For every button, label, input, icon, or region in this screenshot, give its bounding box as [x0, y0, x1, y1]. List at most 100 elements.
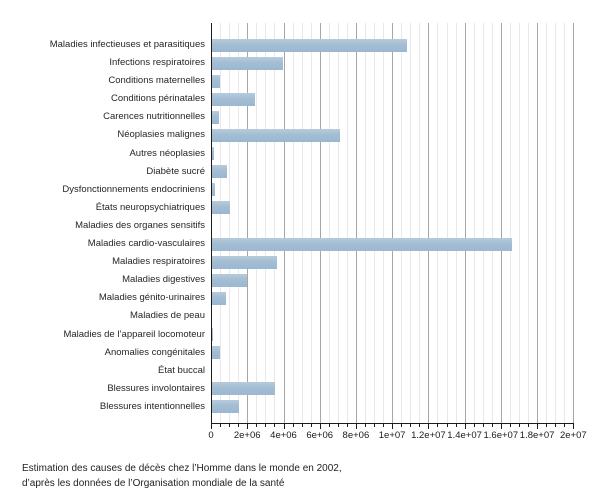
category-label: Conditions maternelles	[108, 75, 205, 87]
x-tick-minor	[410, 424, 412, 427]
gridline-minor	[519, 23, 520, 423]
bar	[211, 237, 512, 251]
x-tick-major	[428, 424, 430, 429]
gridline-minor	[383, 23, 385, 423]
x-tick-minor	[455, 424, 457, 427]
bar-row	[211, 380, 581, 398]
x-tick-label: 2e+06	[233, 430, 261, 441]
x-tick-label: 1.8e+07	[519, 430, 555, 441]
x-tick-label: 1e+07	[378, 430, 406, 441]
bar-row	[211, 163, 581, 181]
bar	[211, 183, 215, 197]
category-label: Maladies de l’appareil locomoteur	[63, 328, 205, 340]
x-tick-major	[464, 424, 466, 429]
x-tick-minor	[220, 424, 222, 427]
x-tick-major	[537, 424, 539, 429]
x-tick-label: 0	[208, 430, 214, 441]
gridline-minor	[410, 23, 412, 423]
x-tick-label: 2e+07	[559, 430, 587, 441]
chart-caption: Estimation des causes de décès chez l’Ho…	[22, 462, 342, 491]
x-tick-minor	[437, 424, 439, 427]
gridline-minor	[238, 23, 240, 423]
x-tick-minor	[419, 424, 421, 427]
x-tick-major	[283, 424, 285, 429]
x-tick-minor	[374, 424, 375, 427]
x-tick-minor	[546, 424, 548, 427]
x-tick-minor	[519, 424, 520, 427]
bar	[211, 255, 278, 269]
x-tick-major	[355, 424, 357, 429]
gridline-minor	[346, 23, 348, 423]
x-tick-minor	[365, 424, 366, 427]
category-label: Maladies infectieuses et parasitiques	[49, 39, 205, 50]
x-tick-minor	[555, 424, 557, 427]
bar-row	[211, 217, 581, 235]
bar-row	[211, 126, 581, 144]
gridline-minor	[229, 23, 231, 423]
gridline-major	[247, 23, 249, 423]
gridline-major	[392, 23, 394, 423]
gridline-minor	[337, 23, 339, 423]
x-tick-minor	[491, 424, 493, 427]
gridline-minor	[374, 23, 375, 423]
bar-row	[211, 307, 581, 325]
gridline-minor	[401, 23, 403, 423]
gridline-minor	[482, 23, 484, 423]
bar-row	[211, 398, 581, 416]
bar-row	[211, 271, 581, 289]
bar	[211, 273, 247, 287]
gridline-minor	[310, 23, 312, 423]
x-tick-minor	[346, 424, 348, 427]
x-tick-minor	[274, 424, 276, 427]
x-tick-minor	[328, 424, 330, 427]
bar-row	[211, 344, 581, 362]
bar-row	[211, 289, 581, 307]
category-label: Maladies digestives	[122, 274, 205, 286]
bar	[211, 291, 226, 305]
gridline-minor	[292, 23, 294, 423]
category-label: Blessures involontaires	[107, 382, 205, 394]
gridline-minor	[265, 23, 267, 423]
x-tick-minor	[265, 424, 267, 427]
bars-group	[211, 36, 581, 416]
category-label: Diabète sucré	[146, 165, 205, 177]
bar	[211, 128, 340, 142]
category-label: Infections respiratoires	[109, 57, 205, 69]
gridline-major	[573, 23, 575, 423]
x-tick-minor	[473, 424, 475, 427]
bar-row	[211, 181, 581, 199]
category-label: Anomalies congénitales	[104, 346, 205, 358]
category-label: Maladies des organes sensitifs	[75, 219, 205, 231]
bar-row	[211, 90, 581, 108]
x-tick-minor	[383, 424, 385, 427]
x-tick-major	[573, 424, 575, 429]
x-tick-minor	[337, 424, 339, 427]
category-label: Maladies respiratoires	[112, 256, 205, 268]
bar-row	[211, 145, 581, 163]
x-tick-minor	[310, 424, 312, 427]
x-tick-label: 1.2e+07	[411, 430, 446, 441]
category-label: Maladies génito-urinaires	[98, 292, 205, 304]
category-label: Autres néoplasies	[129, 147, 205, 159]
bar-row	[211, 108, 581, 126]
category-label: Maladies de peau	[130, 310, 205, 322]
x-axis-line	[211, 423, 574, 424]
x-tick-minor	[301, 424, 303, 427]
bar-row	[211, 362, 581, 380]
gridline-minor	[365, 23, 366, 423]
x-tick-minor	[446, 424, 448, 427]
category-labels: Maladies infectieuses et parasitiques Inf…	[0, 36, 211, 416]
bar	[211, 201, 230, 215]
gridline-major	[355, 23, 357, 423]
bar-row	[211, 54, 581, 72]
gridline-major	[319, 23, 321, 423]
bar	[211, 147, 214, 161]
category-label: Blessures intentionnelles	[99, 400, 205, 412]
category-label: Maladies cardio-vasculaires	[87, 238, 205, 250]
category-label: Conditions périnatales	[110, 93, 205, 105]
gridline-major	[537, 23, 539, 423]
gridline-minor	[473, 23, 475, 423]
caption-line-1: Estimation des causes de décès chez l’Ho…	[22, 463, 342, 474]
bar	[211, 74, 221, 88]
gridline-minor	[256, 23, 258, 423]
